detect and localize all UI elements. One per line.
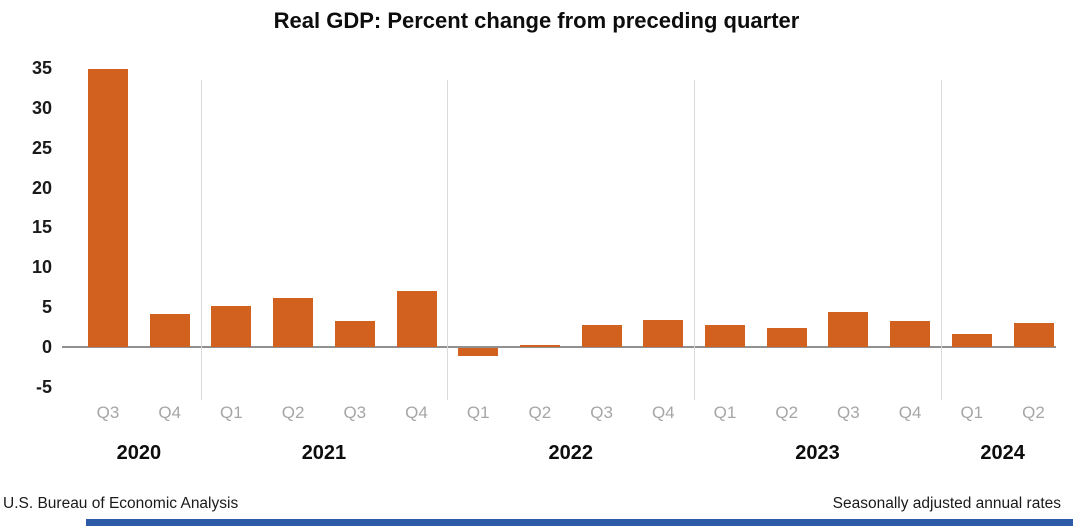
quarter-label: Q1	[466, 403, 490, 422]
y-axis-tick-label: 30	[31, 97, 52, 118]
year-separator-line	[694, 80, 696, 400]
quarter-label: Q1	[220, 403, 243, 422]
adjustment-note: Seasonally adjusted annual rates	[832, 495, 1061, 512]
quarter-label: Q2	[528, 403, 552, 422]
quarter-label: Q3	[343, 403, 367, 422]
quarter-label: Q3	[837, 403, 860, 422]
year-separator-line	[447, 80, 449, 400]
bar-2022-Q1	[458, 348, 499, 356]
quarter-label: Q4	[898, 403, 922, 422]
bar-2022-Q4	[643, 319, 684, 347]
year-label: 2021	[301, 442, 347, 464]
bar-2023-Q2	[766, 327, 807, 347]
year-label: 2023	[795, 442, 840, 464]
bar-2023-Q3	[828, 311, 869, 347]
year-label: 2022	[548, 442, 594, 464]
bar-2021-Q1	[211, 305, 252, 347]
quarter-label: Q2	[775, 403, 799, 422]
bar-2020-Q4	[149, 313, 190, 347]
source-attribution: U.S. Bureau of Economic Analysis	[3, 495, 239, 512]
y-axis-tick-label: -5	[35, 376, 52, 397]
quarter-label: Q1	[960, 403, 984, 422]
bar-2021-Q3	[334, 320, 375, 347]
quarter-label: Q4	[158, 403, 182, 422]
year-separator-line	[940, 80, 942, 400]
year-label: 2024	[980, 442, 1025, 464]
bar-2021-Q4	[396, 291, 437, 347]
bar-2022-Q3	[581, 325, 622, 347]
y-axis-tick-label: 5	[41, 297, 52, 318]
year-separator-line	[200, 80, 202, 400]
bar-2024-Q1	[951, 334, 992, 347]
chart-title: Real GDP: Percent change from preceding …	[273, 8, 800, 33]
quarter-label: Q3	[590, 403, 613, 422]
y-axis-tick-label: 25	[31, 137, 52, 158]
y-axis-tick-label: 10	[31, 257, 52, 278]
y-axis-tick-label: 15	[31, 217, 52, 238]
quarter-label: Q1	[713, 403, 737, 422]
bea-accent-bar	[86, 519, 1073, 526]
quarter-label: Q4	[651, 403, 675, 422]
y-axis-tick-label: 35	[31, 57, 52, 78]
bar-2020-Q3	[88, 69, 128, 347]
quarter-label: Q4	[405, 403, 428, 422]
quarter-label: Q3	[96, 403, 120, 422]
bar-2021-Q2	[273, 297, 314, 347]
zero-axis-line	[62, 346, 1056, 348]
quarter-label: Q2	[281, 403, 305, 422]
bar-2022-Q2	[519, 344, 560, 347]
bar-2023-Q4	[890, 321, 931, 347]
quarter-label: Q2	[1022, 403, 1045, 422]
year-label: 2020	[116, 442, 162, 464]
bar-2023-Q1	[705, 324, 745, 347]
y-axis-tick-label: 0	[41, 337, 52, 357]
bar-2024-Q2	[1013, 323, 1054, 347]
y-axis-tick-label: 20	[31, 177, 52, 198]
